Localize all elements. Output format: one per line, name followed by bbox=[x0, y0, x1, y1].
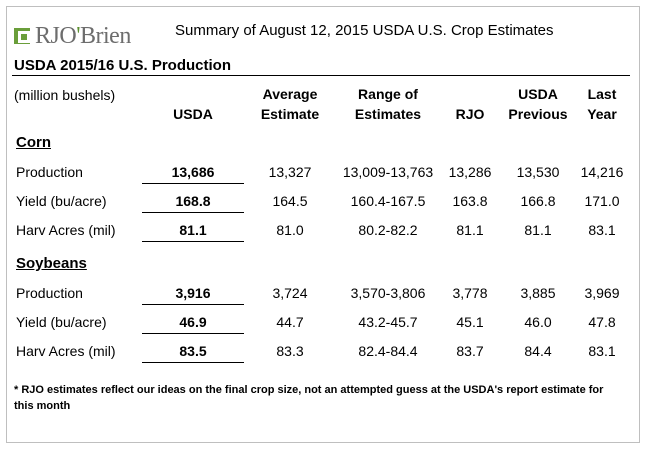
report-frame bbox=[6, 6, 640, 443]
row-label: Yield (bu/acre) bbox=[16, 193, 107, 209]
group-title-corn: Corn bbox=[16, 134, 51, 151]
header-usda: USDA bbox=[173, 106, 213, 122]
footnote: * RJO estimates reflect our ideas on the… bbox=[14, 384, 604, 412]
usda-value: 168.8 bbox=[142, 193, 244, 213]
rjo-brien-logo: RJO'Brien bbox=[14, 22, 131, 50]
usda-previous-value: 81.1 bbox=[524, 222, 552, 238]
usda-previous-value: 84.4 bbox=[524, 343, 552, 359]
usda-previous-value: 3,885 bbox=[520, 285, 556, 301]
row-label: Production bbox=[16, 164, 83, 180]
last-year-value: 3,969 bbox=[584, 285, 620, 301]
rjo-value: 163.8 bbox=[452, 193, 488, 209]
average-estimate-value: 81.0 bbox=[276, 222, 304, 238]
range-value: 160.4-167.5 bbox=[350, 193, 426, 209]
average-estimate-value: 83.3 bbox=[276, 343, 304, 359]
rjo-value: 45.1 bbox=[456, 314, 484, 330]
row-label: Yield (bu/acre) bbox=[16, 314, 107, 330]
row-label: Harv Acres (mil) bbox=[16, 222, 116, 238]
usda-previous-value: 13,530 bbox=[516, 164, 560, 180]
row-label: Harv Acres (mil) bbox=[16, 343, 116, 359]
report-title: Summary of August 12, 2015 USDA U.S. Cro… bbox=[175, 22, 554, 39]
average-estimate-value: 164.5 bbox=[272, 193, 308, 209]
header-usda-previous: USDA Previous bbox=[508, 86, 568, 122]
usda-value: 3,916 bbox=[142, 285, 244, 305]
last-year-value: 47.8 bbox=[588, 314, 616, 330]
rjo-logo-icon bbox=[14, 27, 32, 45]
average-estimate-value: 44.7 bbox=[276, 314, 304, 330]
row-label: Production bbox=[16, 285, 83, 301]
usda-value: 13,686 bbox=[142, 164, 244, 184]
header-rjo: RJO bbox=[455, 106, 485, 122]
usda-value: 46.9 bbox=[142, 314, 244, 334]
rjo-value: 3,778 bbox=[452, 285, 488, 301]
range-value: 43.2-45.7 bbox=[358, 314, 418, 330]
header-last-year: Last Year bbox=[587, 86, 617, 122]
range-value: 82.4-84.4 bbox=[358, 343, 418, 359]
range-value: 13,009-13,763 bbox=[342, 164, 434, 180]
usda-previous-value: 46.0 bbox=[524, 314, 552, 330]
average-estimate-value: 13,327 bbox=[268, 164, 312, 180]
group-title-soybeans: Soybeans bbox=[16, 255, 87, 272]
header-range-of-estimates: Range of Estimates bbox=[354, 86, 422, 122]
units-label: (million bushels) bbox=[14, 87, 116, 103]
section-title: USDA 2015/16 U.S. Production bbox=[14, 57, 232, 74]
last-year-value: 83.1 bbox=[588, 343, 616, 359]
usda-value: 81.1 bbox=[142, 222, 244, 242]
last-year-value: 83.1 bbox=[588, 222, 616, 238]
usda-value: 83.5 bbox=[142, 343, 244, 363]
range-value: 3,570-3,806 bbox=[350, 285, 426, 301]
logo-wordmark: RJO'Brien bbox=[35, 22, 131, 49]
average-estimate-value: 3,724 bbox=[272, 285, 308, 301]
range-value: 80.2-82.2 bbox=[358, 222, 418, 238]
last-year-value: 171.0 bbox=[584, 193, 620, 209]
rjo-value: 81.1 bbox=[456, 222, 484, 238]
header-average-estimate: Average Estimate bbox=[260, 86, 320, 122]
last-year-value: 14,216 bbox=[580, 164, 624, 180]
usda-previous-value: 166.8 bbox=[520, 193, 556, 209]
section-divider bbox=[12, 75, 630, 76]
rjo-value: 13,286 bbox=[448, 164, 492, 180]
rjo-value: 83.7 bbox=[456, 343, 484, 359]
